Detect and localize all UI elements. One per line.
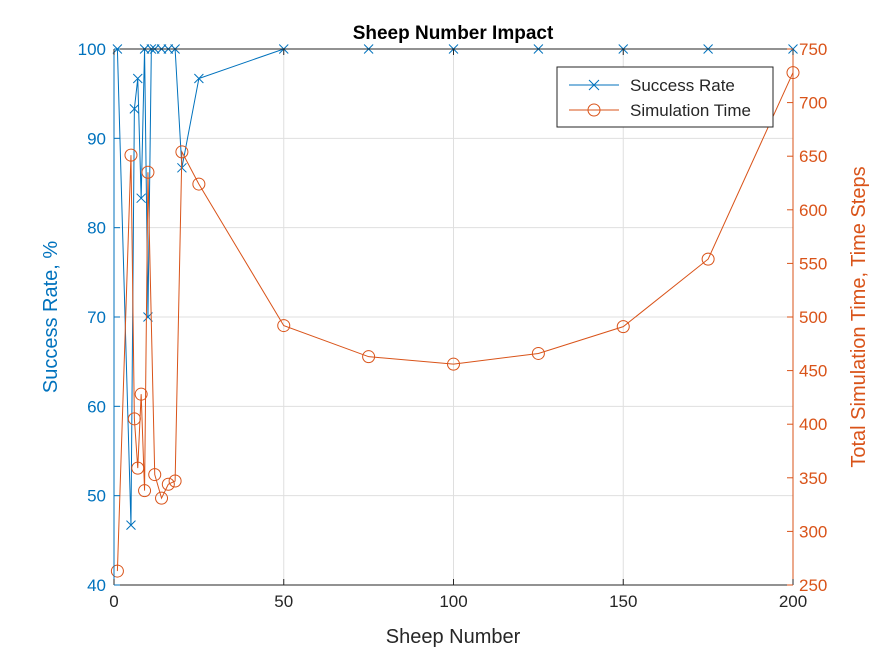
legend: Success Rate Simulation Time bbox=[556, 66, 774, 128]
y-right-tick-label: 400 bbox=[799, 415, 827, 434]
data-point-simulation-time bbox=[134, 387, 148, 401]
data-point-simulation-time bbox=[362, 350, 376, 364]
y-axis-left-title: Success Rate, % bbox=[40, 241, 62, 394]
legend-marker-simulation-time bbox=[587, 103, 601, 117]
data-point-success-rate bbox=[132, 73, 143, 84]
data-point-simulation-time bbox=[192, 177, 206, 191]
data-point-simulation-time bbox=[168, 474, 182, 488]
legend-box bbox=[556, 66, 774, 128]
y-left-tick-label: 80 bbox=[87, 219, 106, 238]
y-left-tick-label: 40 bbox=[87, 576, 106, 595]
chart-title: Sheep Number Impact bbox=[353, 23, 554, 44]
legend-label-simulation-time: Simulation Time bbox=[630, 101, 751, 120]
data-point-simulation-time bbox=[124, 148, 138, 162]
legend-label-success-rate: Success Rate bbox=[630, 76, 735, 95]
y-right-tick-label: 500 bbox=[799, 308, 827, 327]
y-right-tick-label: 250 bbox=[799, 576, 827, 595]
x-tick-label: 100 bbox=[439, 592, 467, 611]
axes: 0 50 100 150 200 40 50 60 70 80 90 100 250 300 350 400 4… bbox=[78, 40, 828, 611]
data-point-success-rate bbox=[129, 103, 140, 114]
data-point-simulation-time bbox=[148, 468, 162, 482]
y-right-tick-label: 550 bbox=[799, 254, 827, 273]
data-point-simulation-time bbox=[155, 491, 169, 505]
y-right-tick-label: 700 bbox=[799, 94, 827, 113]
y-left-tick-label: 100 bbox=[78, 40, 106, 59]
data-point-simulation-time bbox=[131, 461, 145, 475]
data-point-simulation-time bbox=[277, 319, 291, 333]
series-line-simulation-time bbox=[116, 72, 794, 572]
y-right-tick-label: 600 bbox=[799, 201, 827, 220]
legend-marker-success-rate bbox=[588, 79, 600, 91]
data-point-success-rate bbox=[194, 73, 204, 84]
y-right-tick-label: 750 bbox=[799, 40, 827, 59]
data-point-simulation-time bbox=[531, 346, 545, 360]
x-tick-label: 50 bbox=[274, 592, 293, 611]
data-point-simulation-time bbox=[447, 357, 460, 371]
x-tick-label: 0 bbox=[109, 592, 118, 611]
y-left-tick-label: 50 bbox=[87, 487, 106, 506]
data-point-simulation-time bbox=[138, 484, 152, 498]
data-point-simulation-time bbox=[175, 145, 189, 159]
data-point-simulation-time bbox=[110, 564, 124, 578]
data-point-simulation-time bbox=[127, 412, 141, 426]
data-point-success-rate bbox=[126, 520, 136, 531]
y-right-tick-label: 650 bbox=[799, 147, 827, 166]
data-point-simulation-time bbox=[161, 477, 175, 491]
y-right-tick-label: 300 bbox=[799, 522, 827, 541]
y-axis-right-title: Total Simulation Time, Time Steps bbox=[848, 166, 870, 467]
y-left-tick-label: 70 bbox=[87, 308, 106, 327]
x-axis-title: Sheep Number bbox=[386, 626, 521, 648]
data-point-simulation-time bbox=[701, 252, 715, 266]
data-point-success-rate bbox=[136, 193, 147, 204]
y-left-tick-label: 90 bbox=[87, 129, 106, 148]
y-left-tick-label: 60 bbox=[87, 397, 106, 416]
x-tick-label: 200 bbox=[779, 592, 807, 611]
y-right-tick-label: 350 bbox=[799, 469, 827, 488]
data-point-simulation-time bbox=[616, 320, 630, 334]
x-tick-label: 150 bbox=[609, 592, 637, 611]
y-right-tick-label: 450 bbox=[799, 362, 827, 381]
data-point-simulation-time bbox=[141, 165, 155, 179]
